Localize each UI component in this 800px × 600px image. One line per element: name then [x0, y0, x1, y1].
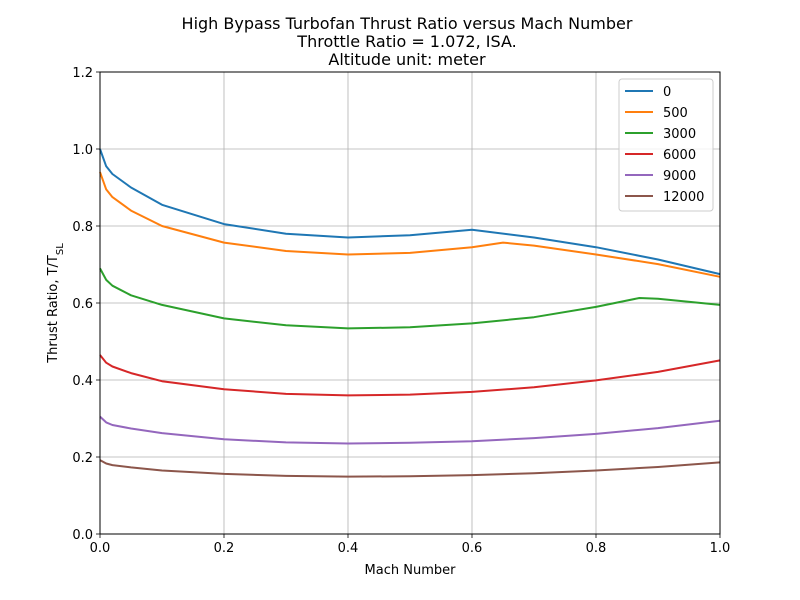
- legend: 0 500 3000 6000 9000 12000: [618, 78, 714, 212]
- legend-entry: 9000: [663, 169, 696, 184]
- title-line-1: High Bypass Turbofan Thrust Ratio versus…: [182, 14, 633, 33]
- x-axis-label: Mach Number: [365, 563, 457, 578]
- series-line-3000: [99, 267, 721, 330]
- y-tick-label: 0.2: [72, 451, 93, 466]
- legend-entry: 6000: [663, 148, 696, 163]
- x-tick-label: 0.4: [338, 541, 359, 556]
- legend-entry: 3000: [663, 127, 696, 142]
- y-tick-label: 0.6: [72, 297, 93, 312]
- y-tick-label: 0.8: [72, 220, 93, 235]
- chart-title: High Bypass Turbofan Thrust Ratio versus…: [182, 14, 633, 69]
- series-line-0: [99, 148, 721, 276]
- x-tick-label: 0.0: [90, 541, 111, 556]
- series-line-6000: [99, 354, 721, 397]
- series-lines: [99, 148, 721, 478]
- x-tick-label: 1.0: [710, 541, 731, 556]
- y-tick-label: 1.0: [72, 143, 93, 158]
- title-line-2: Throttle Ratio = 1.072, ISA.: [296, 32, 516, 51]
- axis-ticks: 0.0 0.2 0.4 0.6 0.8 1.0 0.0 0.2 0.4 0.6 0.8 1.0 1.2: [72, 66, 730, 556]
- x-tick-label: 0.8: [586, 541, 607, 556]
- y-axis-label-sub: SL: [55, 243, 66, 255]
- legend-entry: 12000: [663, 190, 704, 205]
- x-tick-label: 0.2: [214, 541, 235, 556]
- y-tick-label: 0.4: [72, 374, 93, 389]
- legend-entry: 0: [663, 85, 671, 100]
- series-line-12000: [99, 459, 721, 478]
- y-axis-label-main: Thrust Ratio, T/T: [46, 255, 61, 364]
- y-tick-label: 1.2: [72, 66, 93, 81]
- series-line-500: [99, 171, 721, 278]
- y-tick-label: 0.0: [72, 528, 93, 543]
- y-axis-label: Thrust Ratio, T/TSL: [46, 243, 66, 364]
- series-line-9000: [99, 415, 721, 445]
- title-line-3: Altitude unit: meter: [328, 50, 486, 69]
- legend-entry: 500: [663, 106, 688, 121]
- x-tick-label: 0.6: [462, 541, 483, 556]
